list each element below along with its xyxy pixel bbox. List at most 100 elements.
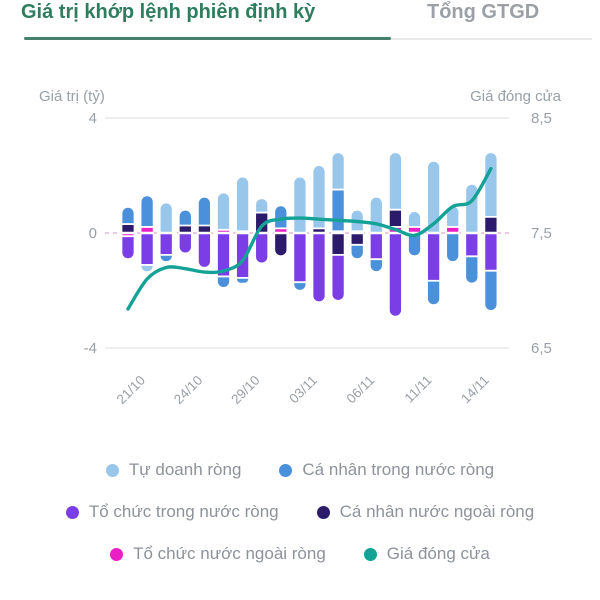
legend-item-to-chuc-trong-nuoc[interactable]: Tổ chức trong nước ròng: [65, 502, 279, 522]
right-axis-tick: 6,5: [531, 340, 552, 357]
bar-segment: [369, 258, 384, 273]
bar-segment: [178, 225, 193, 233]
stacked-bar[interactable]: [388, 151, 403, 317]
left-axis-title: Giá trị (tỷ): [39, 88, 105, 105]
bar-segment: [178, 233, 193, 254]
stacked-bar[interactable]: [369, 196, 384, 273]
bar-segment: [331, 254, 345, 302]
bar-segment: [159, 233, 174, 256]
line-layer: [126, 166, 493, 311]
bar-segment: [464, 256, 479, 284]
legend-dot-to-chuc-trong-nuoc: [65, 505, 79, 519]
legend-item-tu-doanh[interactable]: Tự doanh ròng: [105, 460, 242, 480]
bar-segment: [369, 233, 384, 260]
stacked-bar[interactable]: [235, 176, 250, 284]
tab-total-gtgd[interactable]: Tổng GTGD: [427, 1, 540, 23]
bar-segment: [293, 233, 307, 283]
legend-label: Giá đóng cửa: [386, 544, 490, 563]
bar-segment: [273, 233, 288, 257]
bar-segment: [312, 164, 326, 229]
bar-segment: [273, 205, 288, 229]
bar-segment: [331, 189, 345, 232]
stacked-bar[interactable]: [407, 210, 422, 257]
bar-segment: [426, 233, 441, 282]
bar-segment: [464, 183, 479, 233]
bar-segment: [369, 196, 384, 233]
x-axis-date-label: 29/10: [228, 373, 263, 408]
bar-segment: [331, 233, 345, 256]
bar-segment: [121, 206, 135, 225]
legend-label: Tự doanh ròng: [128, 460, 242, 479]
bar-segment: [350, 244, 365, 260]
x-axis-labels: 21/10 24/10 29/10 03/11 06/11 11/11 14/11: [114, 373, 492, 408]
bar-segment: [407, 233, 422, 257]
bar-segment: [140, 226, 154, 233]
bar-segment: [140, 195, 154, 228]
legend-label: Tổ chức nước ngoài ròng: [133, 544, 326, 563]
bar-segment: [197, 225, 212, 233]
bar-segment: [159, 202, 174, 233]
stacked-bar[interactable]: [426, 160, 441, 306]
bar-segment: [426, 160, 441, 233]
bar-segment: [331, 230, 345, 233]
stacked-bar[interactable]: [121, 206, 135, 260]
legend-item-to-chuc-nuoc-ngoai[interactable]: Tổ chức nước ngoài ròng: [110, 544, 326, 564]
bar-segment: [388, 233, 403, 317]
tab-divider-line: [391, 38, 592, 40]
stacked-bar[interactable]: [445, 205, 460, 263]
x-axis-date-label: 11/11: [402, 373, 435, 406]
legend-item-ca-nhan-nuoc-ngoai[interactable]: Cá nhân nước ngoài ròng: [316, 502, 534, 522]
bar-segment: [293, 176, 307, 233]
legend-dot-to-chuc-nuoc-ngoai: [110, 547, 124, 561]
bar-segment: [121, 235, 135, 260]
bar-segment: [140, 264, 154, 273]
tab-matched-order-value[interactable]: Giá trị khớp lệnh phiên định kỳ: [21, 1, 316, 23]
bar-segment: [197, 233, 212, 269]
legend-row: Tổ chức trong nước ròng Cá nhân nước ngo…: [0, 502, 600, 522]
stacked-bar[interactable]: [293, 176, 307, 292]
legend-dot-gia-dong-cua: [363, 547, 377, 561]
x-axis-date-label: 24/10: [171, 373, 206, 408]
legend-item-gia-dong-cua[interactable]: Giá đóng cửa: [363, 544, 490, 564]
bar-segment: [445, 226, 460, 233]
stacked-bar[interactable]: [197, 196, 212, 269]
stacked-bar[interactable]: [178, 209, 193, 254]
bar-segment: [388, 209, 403, 228]
legend-label: Cá nhân trong nước ròng: [302, 460, 495, 479]
bar-segment: [178, 209, 193, 226]
legend-dot-ca-nhan-trong-nuoc: [279, 463, 293, 477]
bar-segment: [407, 226, 422, 233]
stacked-bar[interactable]: [331, 151, 345, 302]
legend-item-ca-nhan-trong-nuoc[interactable]: Cá nhân trong nước ròng: [279, 460, 494, 480]
bar-segment: [464, 233, 479, 257]
x-axis-date-label: 06/11: [344, 373, 378, 407]
x-axis-date-label: 21/10: [114, 373, 149, 408]
bar-segment: [216, 192, 231, 231]
stacked-bar[interactable]: [254, 197, 269, 264]
stacked-bar[interactable]: [140, 195, 154, 273]
bar-segment: [254, 233, 269, 264]
bar-segment: [331, 151, 345, 190]
bar-segment: [350, 230, 365, 233]
bar-segment: [140, 233, 154, 266]
bar-segment: [388, 151, 403, 210]
bar-segment: [484, 216, 498, 233]
stacked-bar[interactable]: [312, 164, 326, 303]
legend-dot-tu-doanh: [105, 463, 119, 477]
bar-segment: [445, 233, 460, 263]
legend-dot-ca-nhan-nuoc-ngoai: [316, 505, 330, 519]
right-axis-tick: 7,5: [531, 225, 552, 242]
stacked-bar[interactable]: [159, 202, 174, 263]
left-axis-tick: 0: [89, 225, 97, 242]
bar-segment: [350, 233, 365, 246]
bar-segment: [254, 197, 269, 213]
right-axis-tick: 8,5: [531, 110, 552, 127]
bar-segment: [235, 176, 250, 232]
stacked-bar[interactable]: [350, 209, 365, 260]
stacked-bar[interactable]: [273, 205, 288, 257]
stacked-bar[interactable]: [216, 192, 231, 289]
stacked-bar[interactable]: [484, 151, 498, 312]
left-axis-tick: -4: [84, 340, 97, 357]
